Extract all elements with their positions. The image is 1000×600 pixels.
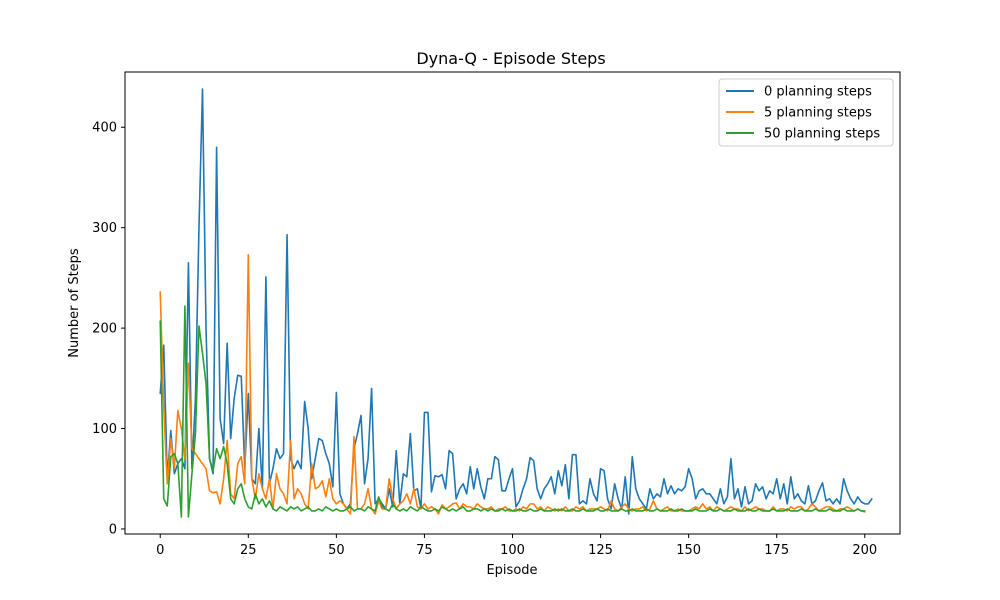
- y-tick-label: 0: [109, 522, 117, 537]
- legend: 0 planning steps 5 planning steps 50 plann…: [718, 78, 894, 147]
- legend-label-0: 0 planning steps: [764, 85, 872, 100]
- legend-label-1: 5 planning steps: [764, 106, 872, 121]
- x-axis-label: Episode: [486, 563, 537, 578]
- y-tick-label: 200: [92, 322, 117, 337]
- y-tick-label: 100: [92, 422, 117, 437]
- x-tick-label: 0: [156, 543, 164, 558]
- x-tick-label: 50: [328, 543, 345, 558]
- y-tick-label: 400: [92, 121, 117, 136]
- y-tick-label: 300: [92, 221, 117, 236]
- legend-box: [718, 78, 894, 147]
- x-axis: 0 25 50 75 100 125 150 175 200: [156, 534, 877, 558]
- series-line-2: [159, 305, 866, 518]
- x-tick-label: 200: [852, 543, 877, 558]
- x-tick-label: 125: [588, 543, 613, 558]
- x-tick-label: 100: [500, 543, 525, 558]
- series-line-0: [159, 88, 873, 515]
- x-tick-label: 75: [416, 543, 433, 558]
- series-layer: [159, 88, 873, 518]
- x-tick-label: 25: [240, 543, 257, 558]
- chart-title: Dyna-Q - Episode Steps: [416, 49, 605, 68]
- x-tick-label: 150: [676, 543, 701, 558]
- y-axis: 0 100 200 300 400: [92, 121, 125, 537]
- y-axis-label: Number of Steps: [67, 248, 82, 358]
- x-tick-label: 175: [764, 543, 789, 558]
- legend-label-2: 50 planning steps: [764, 127, 880, 142]
- plot-area: [125, 72, 900, 534]
